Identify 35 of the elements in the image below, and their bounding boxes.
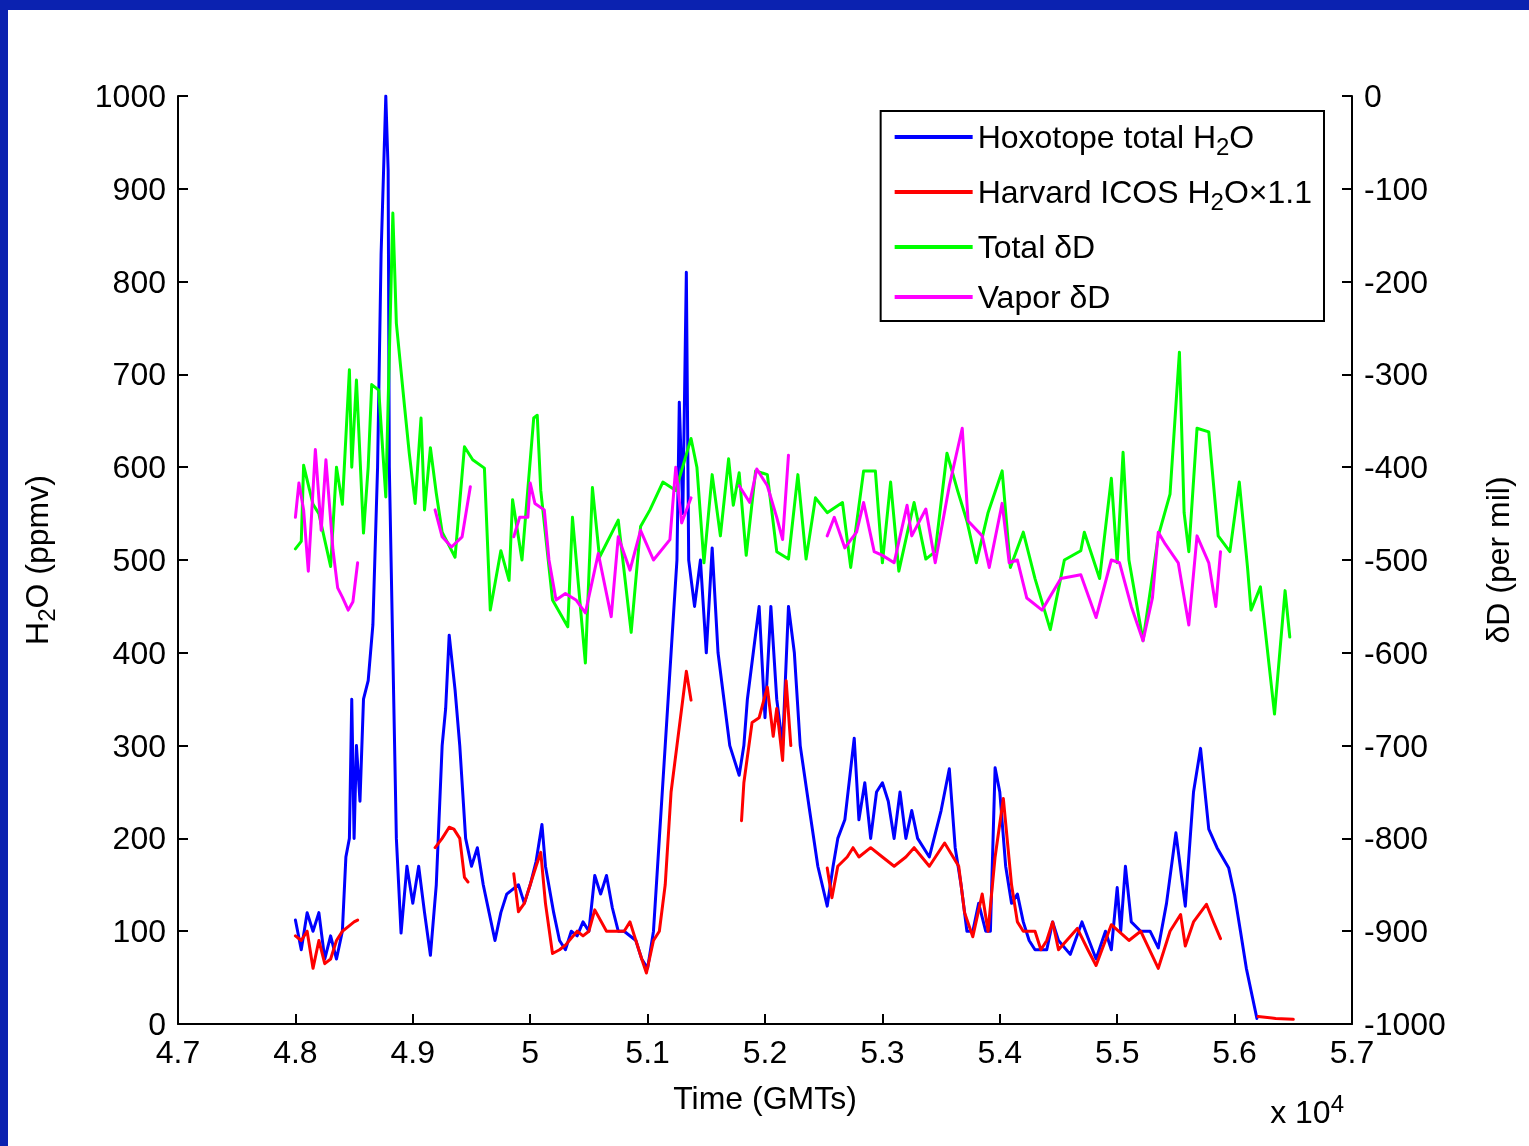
y-tick-label: 1000 bbox=[94, 78, 166, 114]
y2-tick-label: -800 bbox=[1364, 820, 1429, 857]
y-tick-label: 300 bbox=[112, 727, 166, 764]
y-tick-label: 500 bbox=[112, 542, 166, 578]
y2-tick-label: 0 bbox=[1364, 78, 1382, 114]
y-tick-label: 600 bbox=[112, 449, 166, 486]
y2-axis-title: δD (per mil) bbox=[1480, 476, 1516, 644]
legend-label: Vapor δD bbox=[977, 279, 1111, 315]
y-tick-label: 100 bbox=[112, 913, 166, 950]
y-tick-label: 400 bbox=[112, 634, 166, 671]
x-tick-label: 5.3 bbox=[860, 1034, 905, 1070]
x-tick-label: 5 bbox=[521, 1034, 540, 1070]
y2-tick-label: -200 bbox=[1364, 263, 1429, 300]
x-axis-title: Time (GMTs) bbox=[673, 1080, 857, 1116]
x-tick-label: 5.4 bbox=[977, 1034, 1023, 1070]
y2-tick-label: -700 bbox=[1364, 727, 1429, 764]
y-tick-label: 700 bbox=[112, 356, 166, 393]
y2-tick-label: -400 bbox=[1364, 449, 1429, 486]
x-tick-label: 4.9 bbox=[390, 1034, 436, 1070]
x-tick-label: 4.8 bbox=[273, 1034, 318, 1070]
x-tick-label: 5.5 bbox=[1094, 1034, 1140, 1070]
legend-label: Total δD bbox=[977, 229, 1096, 265]
x-tick-label: 5.6 bbox=[1212, 1034, 1257, 1070]
y-tick-label: 200 bbox=[112, 820, 166, 857]
y2-tick-label: -500 bbox=[1364, 542, 1429, 578]
line-series bbox=[293, 211, 1292, 716]
y2-tick-label: -900 bbox=[1364, 913, 1429, 950]
y2-tick-label: -100 bbox=[1364, 170, 1429, 207]
x-tick-label: 5.1 bbox=[625, 1034, 670, 1070]
y2-tick-label: -600 bbox=[1364, 634, 1429, 671]
y-tick-label: 800 bbox=[112, 263, 166, 300]
x-tick-label: 5.2 bbox=[742, 1034, 788, 1070]
y-tick-label: 900 bbox=[112, 170, 166, 207]
y-axis-title: H2O (ppmv) bbox=[19, 475, 60, 645]
y2-tick-label: -300 bbox=[1364, 356, 1429, 393]
